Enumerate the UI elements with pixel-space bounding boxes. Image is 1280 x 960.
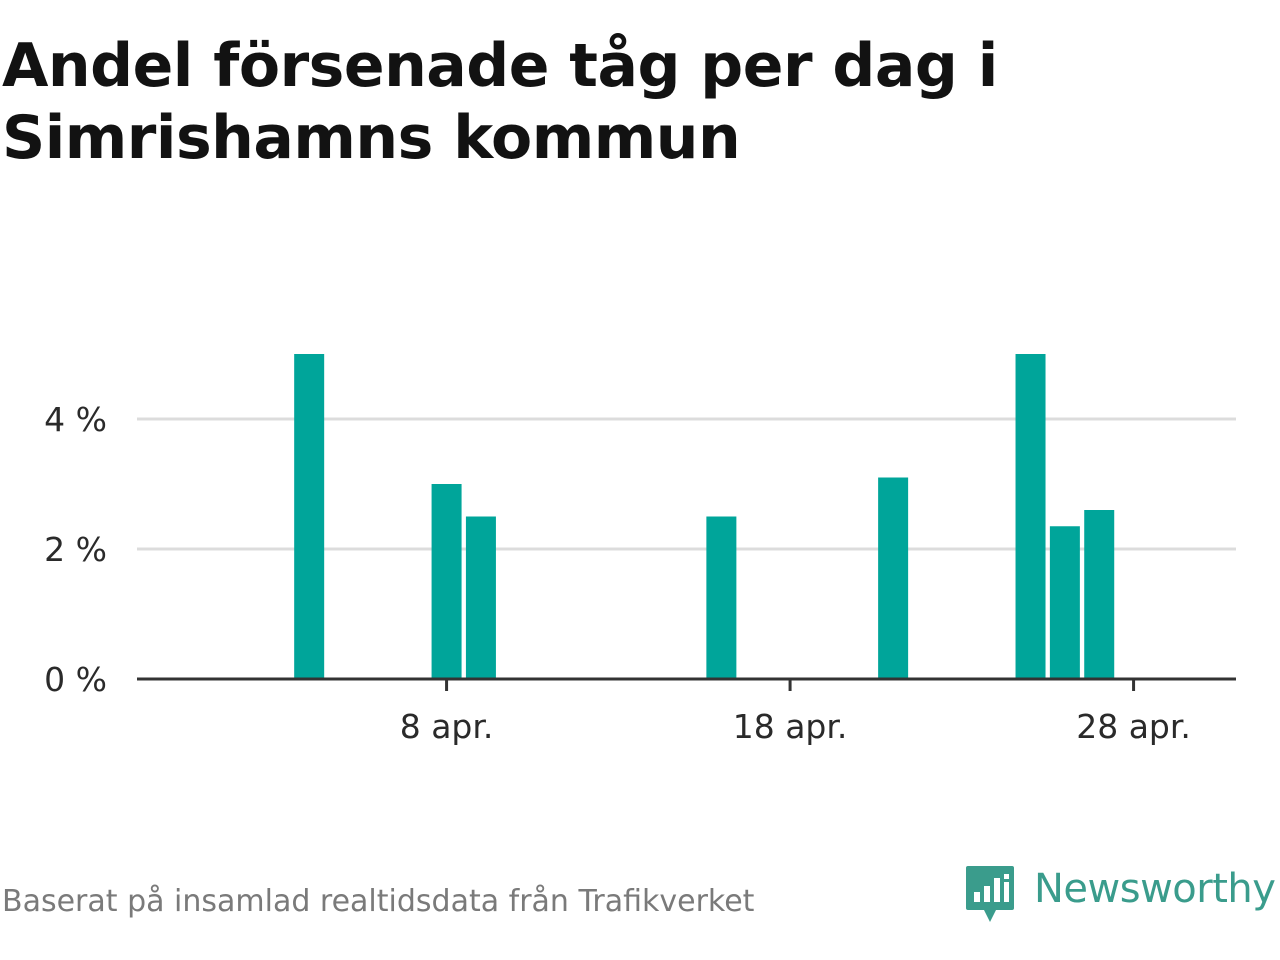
bar (1015, 354, 1046, 679)
bar (465, 516, 496, 679)
bar-chart-speech-bubble-icon (966, 866, 1014, 922)
y-tick-label: 2 % (44, 530, 107, 569)
bar-chart: 8 apr. 18 apr. 28 apr. 0 % 2 % 4 % (44, 354, 1236, 746)
y-tick-label: 0 % (44, 660, 107, 699)
bar (1084, 510, 1115, 679)
bar (431, 484, 462, 679)
bar (706, 516, 737, 679)
chart-title: Andel försenade tåg per dag i Simrishamn… (2, 31, 998, 173)
x-axis-ticks: 8 apr. 18 apr. 28 apr. (400, 679, 1191, 746)
x-tick-label: 8 apr. (400, 707, 494, 746)
bar (1049, 526, 1080, 679)
x-tick-label: 18 apr. (733, 707, 848, 746)
source-note: Baserat på insamlad realtidsdata från Tr… (2, 884, 755, 919)
x-tick-label: 28 apr. (1076, 707, 1191, 746)
newsworthy-logo[interactable]: Newsworthy (964, 864, 1276, 926)
y-tick-label: 4 % (44, 400, 107, 439)
bar (878, 477, 909, 679)
logo-text: Newsworthy (1034, 866, 1276, 912)
bars (294, 354, 1115, 679)
y-axis-ticks: 0 % 2 % 4 % (44, 400, 107, 699)
bar (294, 354, 325, 679)
